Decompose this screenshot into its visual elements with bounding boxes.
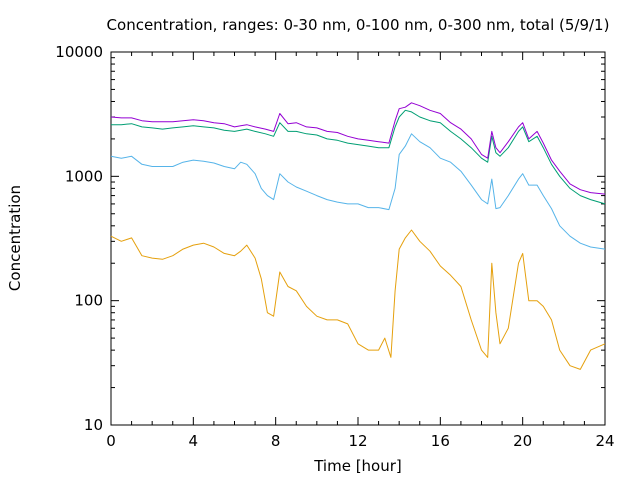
- x-tick-label: 0: [106, 432, 116, 450]
- series-line-2: [110, 133, 606, 250]
- series-layer: [110, 102, 606, 370]
- x-tick-label: 20: [513, 432, 532, 450]
- chart-title: Concentration, ranges: 0-30 nm, 0-100 nm…: [107, 16, 610, 34]
- x-tick-label: 16: [431, 432, 450, 450]
- series-line-4: [110, 102, 606, 195]
- series-line-3: [111, 109, 606, 205]
- x-tick-label: 4: [189, 432, 199, 450]
- y-tick-label: 100: [74, 292, 103, 310]
- y-tick-label: 10000: [55, 43, 103, 61]
- x-tick-label: 8: [271, 432, 281, 450]
- x-axis-label: Time [hour]: [313, 457, 402, 475]
- plot-frame: [110, 51, 606, 426]
- axis-ticks: 0 4 8 12 16 20 24 10 100 1000 10000: [55, 43, 614, 450]
- y-axis-label: Concentration: [6, 185, 24, 291]
- y-tick-label: 1000: [65, 167, 103, 185]
- series-line-1: [110, 229, 606, 370]
- x-tick-label: 12: [348, 432, 367, 450]
- y-tick-label: 10: [84, 416, 103, 434]
- x-tick-label: 24: [595, 432, 614, 450]
